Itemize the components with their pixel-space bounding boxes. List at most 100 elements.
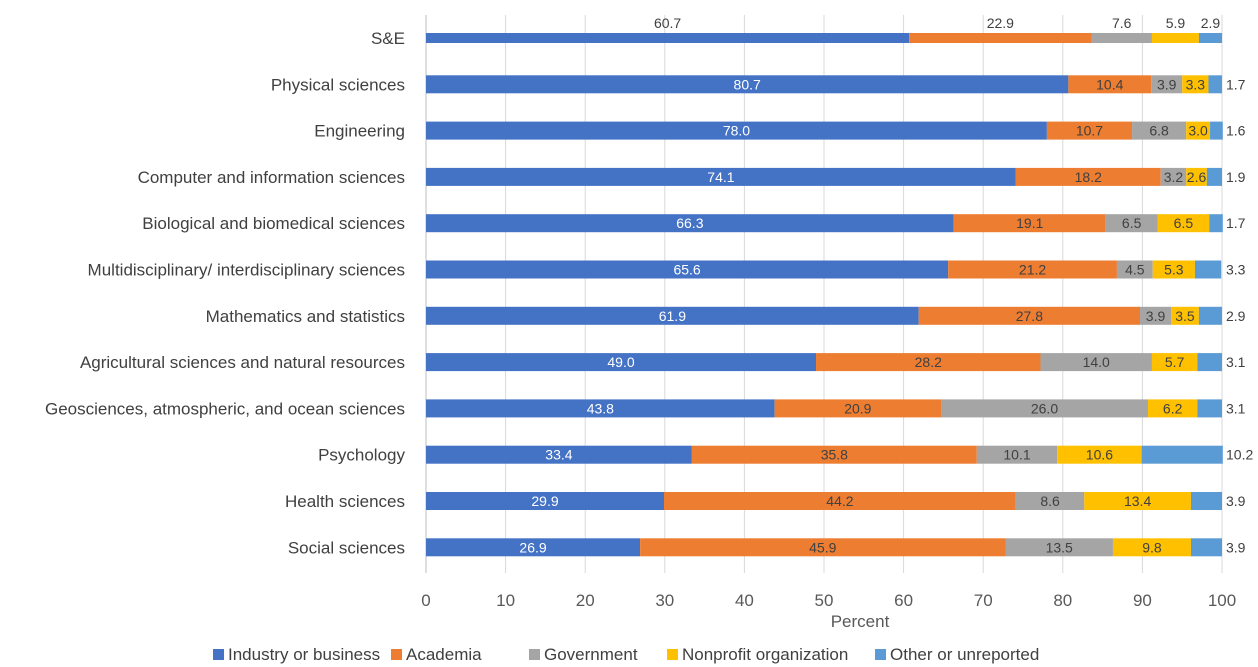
- x-axis-ticks: 0 10 20 30 40 50 60 70 80 90 100: [421, 591, 1236, 610]
- data-label: 19.1: [1016, 215, 1043, 231]
- data-label: 3.0: [1188, 123, 1208, 139]
- bar-segment: [774, 399, 942, 418]
- x-tick-label: 50: [815, 591, 834, 610]
- bars: 60.7 22.9 7.6 5.9 2.9 80.7 10.4 3.9 3.3 1.7 78.0 10…: [426, 15, 1253, 557]
- bar-segment: [664, 492, 1016, 510]
- data-label: 6.2: [1163, 400, 1183, 416]
- data-label: 14.0: [1083, 354, 1110, 370]
- x-tick-label: 70: [974, 591, 993, 610]
- data-label: 74.1: [707, 169, 734, 185]
- data-label: 1.9: [1226, 169, 1246, 185]
- bar-segment: [426, 75, 1069, 94]
- bar-segment: [1005, 538, 1113, 557]
- x-tick-label: 10: [496, 591, 515, 610]
- x-tick-label: 90: [1133, 591, 1152, 610]
- data-label: 22.9: [987, 15, 1014, 31]
- data-label: 43.8: [587, 400, 614, 416]
- data-label: 33.4: [545, 447, 572, 463]
- bar-segment: [1206, 167, 1222, 186]
- data-label: 10.7: [1076, 123, 1103, 139]
- data-label: 1.7: [1226, 76, 1246, 92]
- gridlines: [425, 15, 1223, 573]
- category-label: Agricultural sciences and natural resour…: [80, 353, 405, 372]
- category-labels: S&E Physical sciences Engineering Computer …: [45, 29, 406, 557]
- data-label: 1.7: [1226, 215, 1246, 231]
- bar-segment: [426, 353, 817, 372]
- bar-segment: [1182, 75, 1209, 94]
- bar-segment: [918, 306, 1141, 325]
- data-label: 20.9: [844, 400, 871, 416]
- data-label: 26.9: [519, 539, 546, 555]
- data-label: 61.9: [659, 308, 686, 324]
- bar-segment: [426, 538, 641, 557]
- category-label: S&E: [371, 29, 405, 48]
- category-label: Health sciences: [285, 492, 405, 511]
- bar-segment: [816, 353, 1041, 372]
- category-label: Multidisciplinary/ interdisciplinary sci…: [88, 261, 405, 280]
- bar-segment: [426, 167, 1016, 186]
- bar-segment: [426, 214, 954, 233]
- bar-segment: [1210, 121, 1223, 140]
- data-label: 3.9: [1226, 493, 1246, 509]
- data-label: 3.1: [1226, 400, 1246, 416]
- legend-label: Nonprofit organization: [682, 645, 848, 664]
- legend-swatch: [667, 649, 678, 660]
- bar-segment: [1091, 33, 1152, 43]
- data-label: 18.2: [1075, 169, 1102, 185]
- data-label: 3.9: [1157, 76, 1177, 92]
- data-label: 3.3: [1186, 76, 1206, 92]
- bar-segment: [1190, 492, 1222, 510]
- x-tick-label: 30: [655, 591, 674, 610]
- bar-segment: [948, 260, 1117, 279]
- bar-segment: [1015, 492, 1085, 510]
- x-tick-label: 80: [1053, 591, 1072, 610]
- data-label: 3.1: [1226, 354, 1246, 370]
- bar-segment: [1209, 214, 1223, 233]
- bar-segment: [1186, 121, 1211, 140]
- legend-swatch: [875, 649, 886, 660]
- data-label: 2.9: [1226, 308, 1246, 324]
- legend-swatch: [391, 649, 402, 660]
- bar-segment: [1116, 260, 1153, 279]
- category-label: Geosciences, atmospheric, and ocean scie…: [45, 399, 405, 418]
- bar-segment: [1152, 260, 1195, 279]
- bar-segment: [1040, 353, 1152, 372]
- legend-label: Industry or business: [228, 645, 380, 664]
- category-label: Physical sciences: [271, 75, 405, 94]
- bar-segment: [1160, 167, 1187, 186]
- bar-segment: [1157, 214, 1210, 233]
- data-label: 3.9: [1146, 308, 1166, 324]
- data-label: 3.9: [1226, 539, 1246, 555]
- bar-segment: [1208, 75, 1222, 94]
- data-label: 21.2: [1019, 262, 1046, 278]
- bar-segment: [1171, 306, 1199, 325]
- data-label: 3.2: [1164, 169, 1184, 185]
- data-label: 5.9: [1166, 15, 1186, 31]
- data-label: 66.3: [676, 215, 703, 231]
- bar-segment: [1105, 214, 1158, 233]
- bar-segment: [1140, 306, 1172, 325]
- data-label: 10.1: [1003, 447, 1030, 463]
- data-label: 28.2: [915, 354, 942, 370]
- data-label: 6.5: [1122, 215, 1142, 231]
- bar-segment: [1015, 167, 1161, 186]
- data-label: 5.7: [1165, 354, 1185, 370]
- data-label: 13.5: [1046, 539, 1073, 555]
- data-label: 10.2: [1226, 447, 1253, 463]
- x-tick-label: 20: [576, 591, 595, 610]
- bar-segment: [426, 306, 919, 325]
- bar-segment: [426, 399, 775, 418]
- data-label: 60.7: [654, 15, 681, 31]
- x-tick-label: 40: [735, 591, 754, 610]
- bar-segment: [1046, 121, 1133, 140]
- bar-segment: [976, 445, 1058, 464]
- bar-segment: [1147, 399, 1198, 418]
- bar-segment: [1084, 492, 1191, 510]
- data-label: 65.6: [673, 262, 700, 278]
- data-label: 5.3: [1164, 262, 1184, 278]
- bar-segment: [426, 492, 665, 510]
- bar-segment: [1198, 33, 1222, 43]
- legend: Industry or business Academia Government No…: [213, 645, 1039, 664]
- data-label: 2.6: [1187, 169, 1207, 185]
